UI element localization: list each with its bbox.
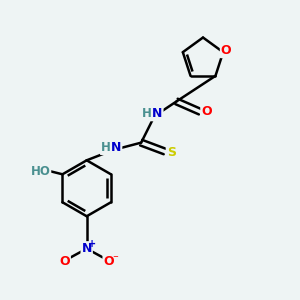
Text: ⁻: ⁻	[112, 254, 118, 264]
Text: H: H	[142, 107, 152, 120]
Text: +: +	[88, 239, 96, 249]
Text: S: S	[167, 146, 176, 159]
Text: N: N	[111, 141, 121, 154]
Text: O: O	[201, 105, 212, 118]
Text: HO: HO	[30, 165, 50, 178]
Text: O: O	[59, 255, 70, 268]
Text: O: O	[103, 255, 114, 268]
Text: O: O	[221, 44, 231, 57]
Text: N: N	[82, 242, 92, 255]
Text: N: N	[152, 107, 163, 120]
Text: H: H	[101, 141, 111, 154]
